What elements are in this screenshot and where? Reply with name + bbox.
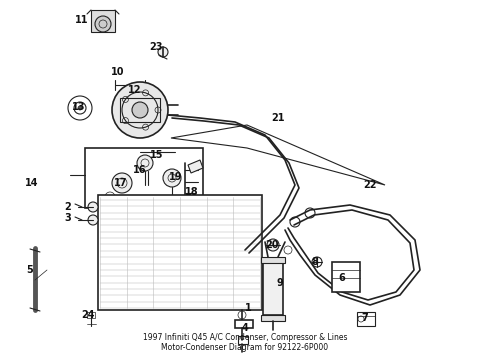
Circle shape [112, 173, 132, 193]
Text: 21: 21 [271, 113, 285, 123]
Bar [91, 10, 115, 32]
Circle shape [163, 169, 181, 187]
Text: 2: 2 [65, 202, 72, 212]
Text: 20: 20 [265, 240, 279, 250]
Text: 14: 14 [25, 178, 39, 188]
Bar [263, 260, 283, 315]
Text: 10: 10 [111, 67, 125, 77]
Circle shape [88, 215, 98, 225]
Bar [332, 262, 360, 292]
Circle shape [78, 106, 82, 110]
Circle shape [132, 102, 148, 118]
Text: 15: 15 [150, 150, 164, 160]
Bar [120, 98, 160, 122]
Bar [87, 312, 95, 318]
Text: 11: 11 [75, 15, 89, 25]
Text: 1: 1 [245, 303, 251, 313]
Circle shape [88, 202, 98, 212]
Circle shape [142, 90, 152, 100]
Text: 22: 22 [363, 180, 377, 190]
Text: 23: 23 [149, 42, 163, 52]
Bar [238, 336, 248, 344]
Polygon shape [98, 195, 262, 310]
Circle shape [112, 82, 168, 138]
Text: 24: 24 [81, 310, 95, 320]
Text: 13: 13 [72, 102, 86, 112]
Bar [261, 315, 285, 321]
Text: 17: 17 [114, 178, 128, 188]
Text: 8: 8 [312, 257, 318, 267]
Text: 9: 9 [277, 278, 283, 288]
Text: 6: 6 [339, 273, 345, 283]
Bar [261, 257, 285, 263]
Bar [235, 320, 253, 328]
Text: 19: 19 [169, 172, 183, 182]
Text: 12: 12 [128, 85, 142, 95]
Text: 3: 3 [65, 213, 72, 223]
Text: 7: 7 [362, 313, 368, 323]
Text: 5: 5 [26, 265, 33, 275]
Text: 4: 4 [242, 323, 248, 333]
Circle shape [95, 16, 111, 32]
Text: 18: 18 [185, 187, 199, 197]
Bar [85, 148, 203, 208]
Text: 1997 Infiniti Q45 A/C Condenser, Compressor & Lines
Motor-Condenser Diagram for : 1997 Infiniti Q45 A/C Condenser, Compres… [143, 333, 347, 352]
Circle shape [267, 239, 279, 251]
Text: 16: 16 [133, 165, 147, 175]
Bar [357, 312, 375, 326]
Polygon shape [188, 160, 203, 173]
Circle shape [158, 47, 168, 57]
Circle shape [137, 155, 153, 171]
